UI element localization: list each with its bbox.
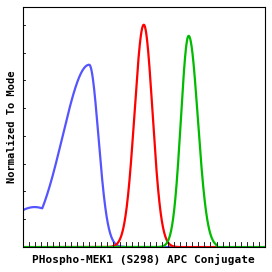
Y-axis label: Normalized To Mode: Normalized To Mode xyxy=(7,71,17,183)
X-axis label: PHospho-MEK1 (S298) APC Conjugate: PHospho-MEK1 (S298) APC Conjugate xyxy=(32,254,255,265)
